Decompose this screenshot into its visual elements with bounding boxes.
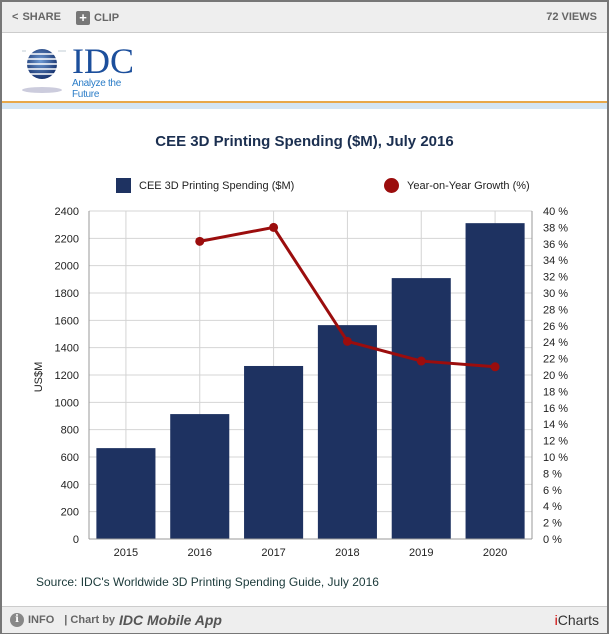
bar-2017	[244, 365, 304, 539]
y2-tick-label: 28 %	[543, 304, 568, 316]
clip-button[interactable]: + CLIP	[76, 11, 119, 25]
y-tick-label: 2400	[55, 206, 79, 218]
x-tick-label: 2020	[483, 547, 507, 559]
y2-tick-label: 12 %	[543, 436, 568, 448]
y-tick-label: 1400	[55, 343, 79, 355]
bar-2018	[317, 325, 377, 539]
y-tick-label: 2000	[55, 261, 79, 273]
globe-icon	[20, 49, 68, 93]
brand-i: i	[554, 612, 558, 628]
y2-tick-label: 22 %	[543, 354, 568, 366]
y-axis-label: US$M	[33, 362, 45, 393]
legend-item-growth[interactable]: Year-on-Year Growth (%)	[384, 178, 530, 193]
legend-label: Year-on-Year Growth (%)	[407, 179, 530, 192]
idc-logo: IDC Analyze the Future	[20, 41, 150, 100]
chart-title: CEE 3D Printing Spending ($M), July 2016	[155, 133, 454, 150]
app-link[interactable]: IDC Mobile App	[119, 612, 222, 628]
x-tick-label: 2017	[261, 547, 285, 559]
share-button[interactable]: < SHARE	[12, 11, 61, 23]
y2-tick-label: 36 %	[543, 239, 568, 251]
bar-2015	[96, 448, 156, 539]
share-icon: <	[12, 11, 19, 23]
clip-label: CLIP	[94, 12, 120, 24]
logo-text: IDC	[72, 41, 134, 81]
plus-icon: +	[76, 11, 90, 25]
icharts-brand[interactable]: iCharts	[555, 612, 599, 628]
y2-tick-label: 24 %	[543, 337, 568, 349]
growth-point-2016	[195, 236, 205, 246]
y2-tick-label: 4 %	[543, 501, 562, 513]
legend-item-spending[interactable]: CEE 3D Printing Spending ($M)	[116, 178, 294, 193]
view-count: 72 VIEWS	[546, 11, 597, 23]
y-tick-label: 600	[61, 452, 79, 464]
y2-tick-label: 32 %	[543, 272, 568, 284]
bar-2016	[170, 414, 230, 539]
y-tick-label: 1200	[55, 370, 79, 382]
y-tick-label: 400	[61, 479, 79, 491]
legend-label: CEE 3D Printing Spending ($M)	[139, 179, 295, 192]
brand-rest: Charts	[557, 612, 599, 628]
y2-tick-label: 16 %	[543, 403, 568, 415]
bar-2019	[391, 278, 451, 539]
y-tick-label: 1600	[55, 315, 79, 327]
bar-2020	[465, 223, 525, 539]
growth-point-2018	[342, 336, 352, 346]
growth-point-2017	[269, 222, 279, 232]
y-tick-label: 1800	[55, 288, 79, 300]
y2-tick-label: 30 %	[543, 288, 568, 300]
chart-plot: 0 200 400 600 800 1000 1200 1400 1600 1800 2000 220…	[33, 206, 568, 559]
info-label: INFO	[28, 614, 55, 626]
y2-tick-label: 40 %	[543, 206, 568, 218]
y2-tick-label: 14 %	[543, 419, 568, 431]
y2-tick-label: 2 %	[543, 518, 562, 530]
y-tick-label: 200	[61, 507, 79, 519]
y2-tick-label: 18 %	[543, 386, 568, 398]
y-tick-label: 0	[73, 534, 79, 546]
top-toolbar: < SHARE + CLIP 72 VIEWS	[2, 2, 607, 33]
info-button[interactable]: i INFO | Chart by IDC Mobile App	[10, 612, 222, 628]
footer: i INFO | Chart by IDC Mobile App iCharts	[2, 606, 607, 633]
info-icon: i	[10, 613, 24, 627]
legend-swatch-bar	[116, 178, 131, 193]
source-note: Source: IDC's Worldwide 3D Printing Spen…	[36, 575, 379, 589]
x-tick-label: 2019	[409, 547, 433, 559]
y-tick-label: 800	[61, 425, 79, 437]
y2-tick-label: 26 %	[543, 321, 568, 333]
x-tick-label: 2016	[188, 547, 212, 559]
y2-tick-label: 10 %	[543, 452, 568, 464]
y2-tick-label: 38 %	[543, 222, 568, 234]
legend-swatch-line	[384, 178, 399, 193]
y-tick-label: 1000	[55, 397, 79, 409]
y2-tick-label: 20 %	[543, 370, 568, 382]
growth-point-2020	[490, 362, 500, 372]
divider	[2, 101, 607, 103]
y2-tick-label: 8 %	[543, 468, 562, 480]
y2-tick-label: 0 %	[543, 534, 562, 546]
y2-tick-label: 34 %	[543, 255, 568, 267]
growth-point-2019	[416, 356, 426, 366]
y2-tick-label: 6 %	[543, 485, 562, 497]
logo-tagline: Analyze the Future	[72, 78, 121, 100]
chart-by-label: | Chart by	[64, 614, 116, 626]
share-label: SHARE	[22, 11, 61, 23]
x-tick-label: 2018	[335, 547, 359, 559]
divider-band	[2, 103, 607, 109]
x-tick-label: 2015	[114, 547, 138, 559]
y-tick-label: 2200	[55, 233, 79, 245]
